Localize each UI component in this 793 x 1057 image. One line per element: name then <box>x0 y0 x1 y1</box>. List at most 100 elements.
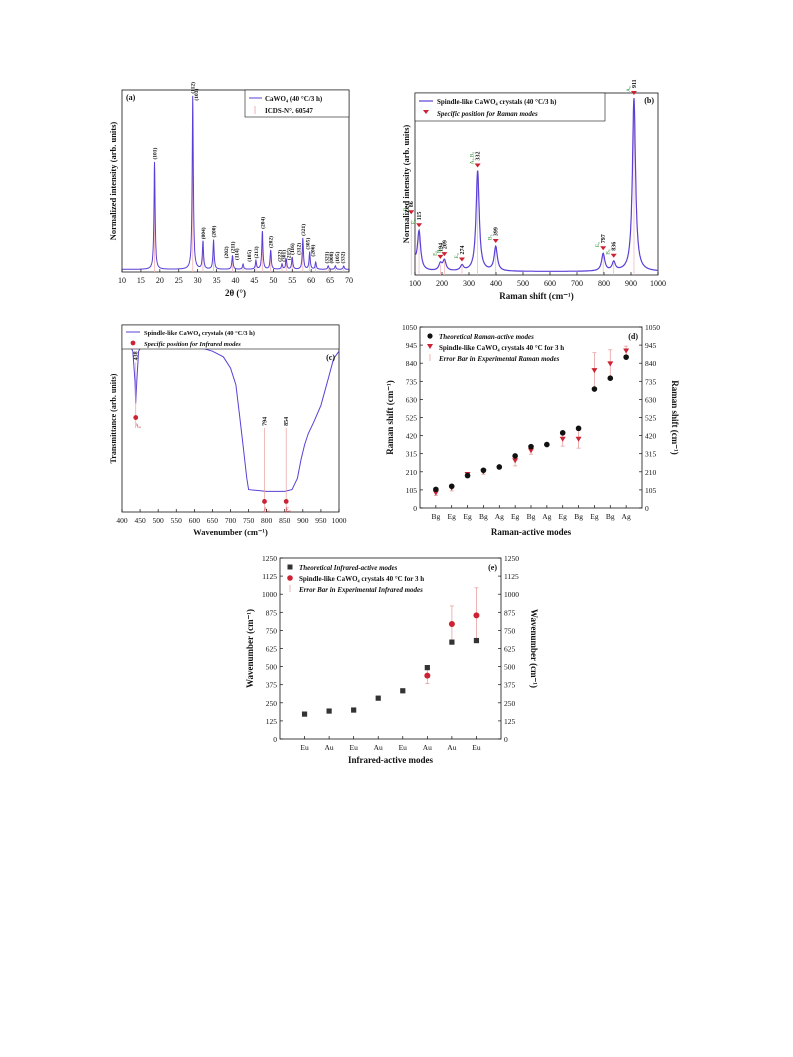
legend-label: Spindle-like CaWO₄ crystals (40 °C/3 h) <box>144 330 255 337</box>
peak-index-label: (101) <box>152 147 159 159</box>
raman-shift-value: 399 <box>494 227 500 236</box>
peak-index-label: (202) <box>223 246 230 258</box>
x-tick-label: Eu <box>472 743 481 752</box>
ir-mode-label: Eᵤ <box>285 507 291 513</box>
raman-shift-value: 209 <box>442 240 448 249</box>
y-tick-label-right: 1125 <box>504 572 519 581</box>
peak-index-label: (204) <box>259 217 266 229</box>
x-tick-label: 100 <box>409 279 421 288</box>
x-tick-label: Au <box>447 743 456 752</box>
x-tick-label: 600 <box>544 279 556 288</box>
legend-label: Spindle-like CaWO₄ crystals 40 °C for 3 … <box>299 575 424 583</box>
x-tick-label: Ag <box>622 512 631 521</box>
y-tick-label-right: 420 <box>645 432 657 441</box>
x-tick-label: 1000 <box>650 279 666 288</box>
x-tick-label: 70 <box>345 276 353 285</box>
legend-label: Error Bar in Experimental Infrared modes <box>298 586 423 594</box>
peak-index-label: (116) <box>289 243 296 255</box>
peak-index-label: (008) <box>328 251 335 263</box>
x-axis-label: Raman-active modes <box>491 527 572 537</box>
theoretical-point <box>400 688 406 694</box>
x-tick-label: 15 <box>137 276 145 285</box>
x-tick-label: 35 <box>213 276 221 285</box>
y-tick-label-right: 125 <box>504 717 516 726</box>
peak-index-label: (321) <box>300 224 307 236</box>
raman-shift-value: 911 <box>632 79 638 88</box>
ir-mode-marker <box>133 415 139 420</box>
peak-index-label: (202) <box>268 236 275 248</box>
y-tick-label: 1125 <box>262 572 277 581</box>
y-tick-label-right: 525 <box>645 414 657 423</box>
x-tick-label: Eg <box>448 512 457 521</box>
y-tick-label-right: 210 <box>645 468 657 477</box>
legend-box <box>414 92 606 122</box>
peak-index-label: (301) <box>281 250 288 262</box>
raman-mode-label: E₉ <box>595 242 601 247</box>
y-axis-label-right: Wavenumber (cm⁻¹) <box>529 609 539 688</box>
x-tick-label: 1000 <box>332 516 347 525</box>
peak-index-label: (200) <box>211 225 218 237</box>
x-axis-label: Infrared-active modes <box>348 755 434 765</box>
raman-mode-marker <box>437 254 444 259</box>
theoretical-point <box>473 637 480 644</box>
theoretical-point <box>326 708 332 714</box>
panel-label: (c) <box>326 353 335 362</box>
y-tick-label: 210 <box>406 468 418 477</box>
y-tick-label: 875 <box>266 608 278 617</box>
experimental-point <box>559 436 566 442</box>
y-tick-label: 945 <box>406 341 418 350</box>
y-tick-label-right: 625 <box>504 645 516 654</box>
raman-mode-marker <box>416 223 423 228</box>
panel-e: 0 0 125 125 250 250 375 375 500 500 625 625 750 750 87… <box>245 554 539 765</box>
x-tick-label: Bg <box>606 512 615 521</box>
x-tick-label: 40 <box>232 276 240 285</box>
y-tick-label-right: 1000 <box>504 590 519 599</box>
x-tick-label: 55 <box>288 276 296 285</box>
legend-box <box>244 89 350 118</box>
x-tick-label: 25 <box>175 276 183 285</box>
theoretical-point <box>480 467 487 474</box>
x-tick-label: 800 <box>261 516 273 525</box>
theoretical-point <box>512 453 518 459</box>
panel-a: 10 15 20 25 30 35 40 45 50 55 60 65 70 2θ (°) Normaliz… <box>108 82 353 298</box>
x-tick-label: Eg <box>590 512 599 521</box>
raman-mode-marker <box>474 163 481 168</box>
raman-mode-label: E₉ <box>432 251 438 256</box>
x-tick-label: 10 <box>118 276 126 285</box>
x-axis-label: Wavenumber (cm⁻¹) <box>193 527 268 537</box>
x-tick-label: Bg <box>479 512 488 521</box>
theoretical-point <box>448 483 455 490</box>
x-tick-label: 45 <box>250 276 258 285</box>
theoretical-point <box>351 707 357 713</box>
y-axis-label-right: Raman shift (cm⁻¹) <box>670 380 680 454</box>
raman-shift-value: 86 <box>409 201 415 207</box>
experimental-point <box>424 672 431 679</box>
legend-label: CaWO₄ (40 °C/3 h) <box>265 95 323 103</box>
y-tick-label: 315 <box>406 450 418 459</box>
legend-label: Error Bar in Experimental Raman modes <box>438 355 560 363</box>
experimental-point <box>448 621 455 628</box>
legend-marker-swatch <box>423 110 429 114</box>
raman-mode-label: E₉ <box>454 253 460 258</box>
theoretical-point <box>559 430 566 436</box>
experimental-point <box>607 361 614 367</box>
x-tick-label: Eg <box>511 512 520 521</box>
raman-shift-value: 115 <box>417 212 423 221</box>
x-tick-label: 650 <box>207 516 219 525</box>
y-axis-label: Normalized intensity (arb. units) <box>108 122 118 241</box>
y-axis-label: Raman shift (cm⁻¹) <box>385 380 395 454</box>
y-tick-label-right: 105 <box>645 486 657 495</box>
y-tick-label-right: 315 <box>645 450 657 459</box>
y-tick-label-right: 0 <box>645 504 649 513</box>
panel-d: 0 0 105 105 210 210 315 315 420 420 525 525 630 630 73… <box>385 323 680 537</box>
y-tick-label: 1050 <box>402 323 417 332</box>
y-axis-label: Transmittance (arb. units) <box>109 373 118 463</box>
x-tick-label: Ag <box>495 512 504 521</box>
ir-mode-marker <box>283 499 289 504</box>
theoretical-point <box>575 425 582 432</box>
legend-label: Specific position for Infrared modes <box>144 341 241 348</box>
raman-mode-marker <box>630 91 637 96</box>
experimental-point <box>591 368 598 374</box>
raman-shift-value: 194 <box>438 243 444 252</box>
y-tick-label: 500 <box>266 663 278 672</box>
